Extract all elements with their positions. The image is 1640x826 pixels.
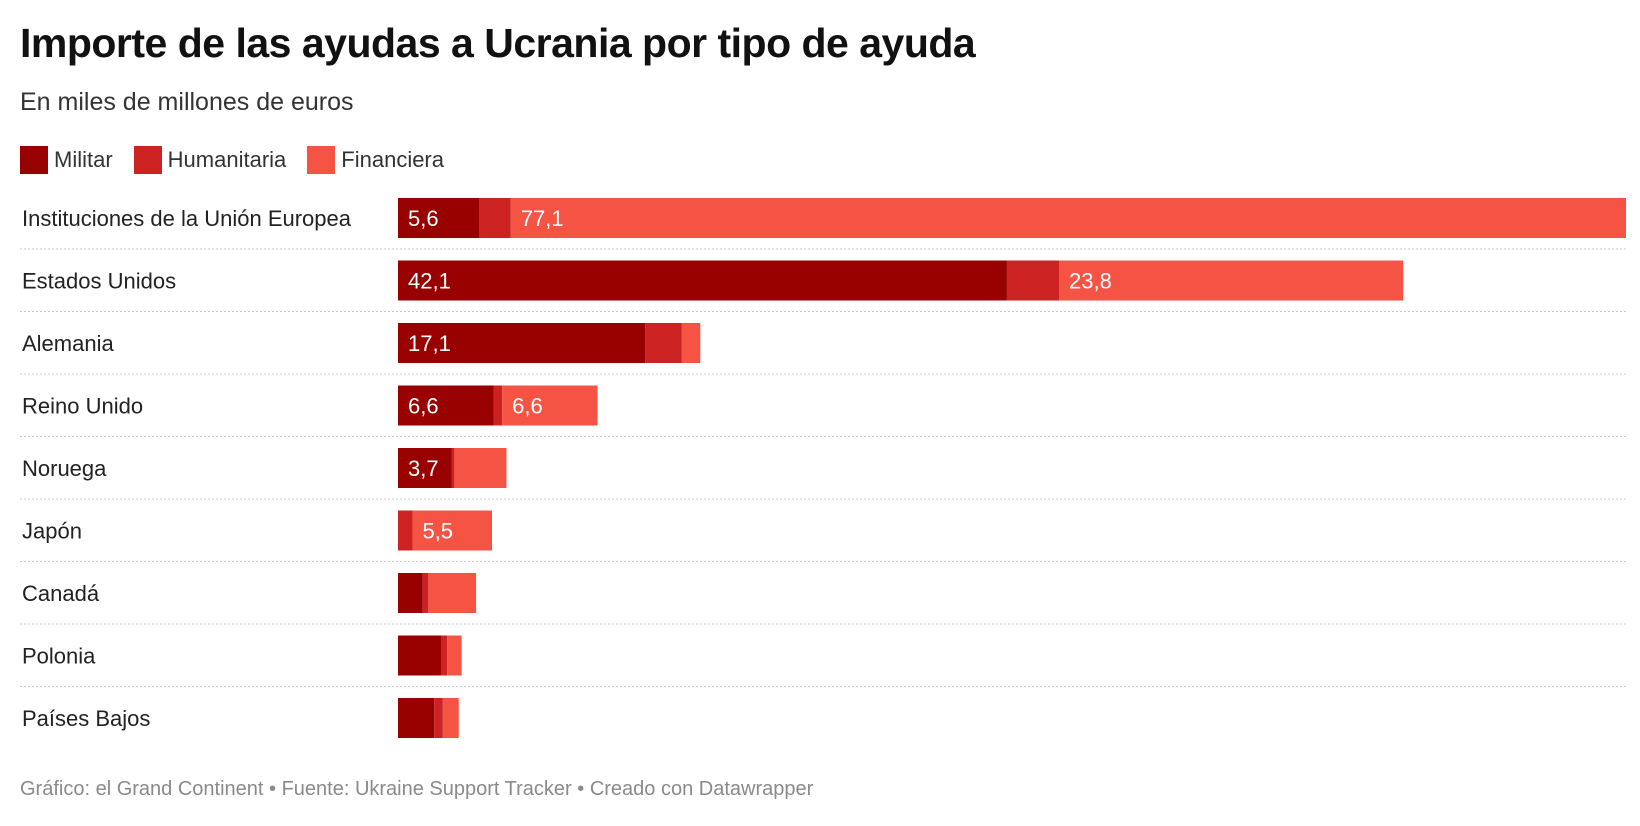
data-label: 77,1	[521, 206, 564, 231]
bar-segment-militar	[398, 573, 423, 613]
legend-item-financiera: Financiera	[307, 146, 444, 174]
bar-segment-financiera	[442, 698, 459, 738]
chart-title: Importe de las ayudas a Ucrania por tipo…	[20, 20, 976, 66]
legend-swatch-financiera	[307, 146, 336, 174]
category-label: Estados Unidos	[22, 269, 176, 294]
bar-segment-financiera	[681, 323, 701, 363]
legend-label-humanitaria: Humanitaria	[167, 147, 287, 172]
legend-label-financiera: Financiera	[341, 147, 444, 172]
chart-footer: Gráfico: el Grand Continent • Fuente: Uk…	[20, 778, 814, 800]
bar-segment-militar	[398, 698, 435, 738]
bar-segment-militar	[398, 260, 1007, 301]
legend-swatch-militar	[20, 146, 48, 174]
category-label: Instituciones de la Unión Europea	[22, 206, 352, 231]
data-label: 5,5	[422, 519, 453, 544]
category-label: Japón	[22, 519, 82, 544]
data-label: 42,1	[408, 269, 451, 294]
bar-segment-humanitaria	[478, 198, 511, 238]
bar-segment-militar	[398, 635, 442, 676]
category-label: Reino Unido	[22, 394, 143, 419]
bar-segment-humanitaria	[451, 448, 455, 488]
bar-chart: Instituciones de la Unión Europea 5,6 77,1…	[20, 198, 1626, 738]
bar-segment-financiera	[510, 198, 1626, 238]
data-label: 6,6	[408, 394, 439, 419]
bar-segment-financiera	[412, 510, 493, 551]
bar-segment-financiera	[454, 448, 507, 488]
bar-segment-militar	[398, 198, 479, 238]
bar-segment-financiera	[502, 385, 598, 426]
data-label: 6,6	[512, 394, 543, 419]
bar-segment-financiera	[447, 635, 462, 676]
data-label: 23,8	[1069, 269, 1112, 294]
data-label: 17,1	[408, 331, 451, 356]
bar-segment-militar	[398, 385, 494, 426]
bar-segment-humanitaria	[1006, 260, 1060, 301]
category-label: Canadá	[22, 581, 100, 606]
legend-label-militar: Militar	[54, 147, 113, 172]
bar-segment-humanitaria	[493, 385, 503, 426]
bar-segment-financiera	[428, 573, 477, 613]
bar-segment-militar	[398, 448, 452, 488]
category-label: Polonia	[22, 644, 96, 669]
chart-subtitle: En miles de millones de euros	[20, 88, 354, 116]
legend-swatch-humanitaria	[133, 146, 162, 174]
legend: Militar Humanitaria Financiera	[20, 146, 465, 174]
bar-segment-humanitaria	[441, 635, 448, 676]
legend-item-humanitaria: Humanitaria	[133, 146, 287, 174]
category-label: Alemania	[22, 331, 114, 356]
bar-segment-humanitaria	[398, 510, 413, 551]
bar-segment-militar	[398, 323, 646, 363]
bar-segment-humanitaria	[422, 573, 429, 613]
legend-item-militar: Militar	[20, 146, 113, 174]
data-label: 5,6	[408, 206, 439, 231]
data-label: 3,7	[408, 456, 439, 481]
bar-segment-financiera	[1059, 260, 1404, 301]
bar-segment-humanitaria	[645, 323, 682, 363]
category-label: Noruega	[22, 456, 107, 481]
category-label: Países Bajos	[22, 706, 150, 731]
bar-segment-humanitaria	[434, 698, 443, 738]
